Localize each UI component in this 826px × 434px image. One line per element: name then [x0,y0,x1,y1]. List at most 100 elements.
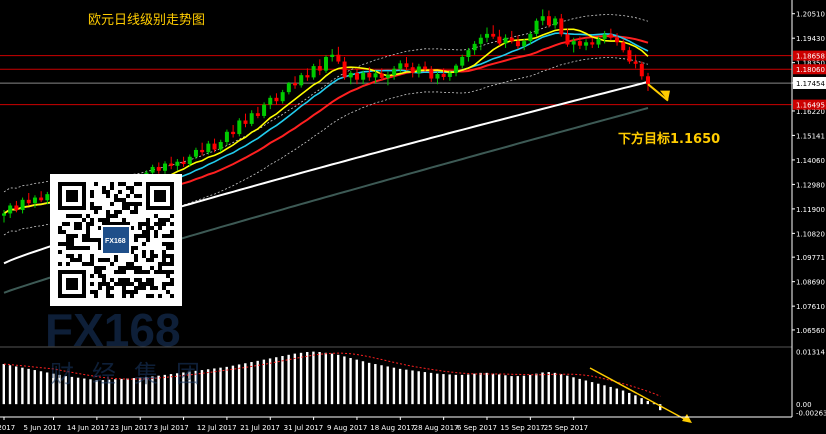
candle-body [293,83,298,86]
qr-module [126,266,130,270]
qr-module [94,294,98,298]
qr-module [154,230,158,234]
candle-body [336,54,341,62]
qr-module [86,246,90,250]
qr-module [126,194,130,198]
qr-module [94,238,98,242]
x-tick-label: 28 Aug 2017 [414,424,459,432]
qr-module [158,222,162,226]
qr-module [90,222,94,226]
qr-module [90,274,94,278]
qr-module [98,206,102,210]
qr-module [146,234,150,238]
qr-module [134,270,138,274]
qr-module [114,258,118,262]
qr-module [78,222,82,226]
qr-module [90,282,94,286]
candle-body [590,42,595,45]
qr-module [170,258,174,262]
qr-module [158,266,162,270]
qr-module [90,194,94,198]
qr-module [118,278,122,282]
qr-module [94,210,98,214]
qr-module [70,254,74,258]
candle-body [2,213,6,216]
qr-module [122,202,126,206]
candle-body [503,37,508,44]
qr-module [98,242,102,246]
candle-body [485,33,489,38]
qr-module [134,194,138,198]
qr-module [70,234,74,238]
qr-code: FX168 [50,174,182,306]
candle-body [553,18,558,26]
qr-module [146,294,150,298]
qr-module [70,246,74,250]
qr-module [74,214,78,218]
candle-body [348,72,353,78]
qr-module [110,214,114,218]
osc-y-tick-label: 0.00 [796,401,812,409]
qr-module [154,270,158,274]
candle-body [342,61,347,78]
candle-body [460,57,465,66]
qr-module [118,266,122,270]
qr-module [170,262,174,266]
qr-module [170,270,174,274]
qr-module [86,234,90,238]
price-tag [793,76,826,89]
qr-module [166,274,170,278]
qr-module [126,222,130,226]
qr-module [98,238,102,242]
qr-module [134,210,138,214]
qr-module [66,262,70,266]
qr-module [66,254,70,258]
qr-module [90,190,94,194]
candle-body [423,66,428,70]
qr-module [78,254,82,258]
x-tick-label: 9 Aug 2017 [327,424,367,432]
qr-module [106,294,110,298]
candle-body [324,57,328,71]
y-tick-label: 1.06560 [796,327,825,335]
qr-module [70,258,74,262]
qr-module [98,218,102,222]
qr-module [134,266,138,270]
qr-module [94,266,98,270]
qr-module [78,246,82,250]
candle-body [627,50,632,62]
qr-module [130,190,134,194]
qr-module [134,290,138,294]
qr-module [134,206,138,210]
candle-body [559,18,564,35]
qr-module [130,290,134,294]
x-tick-label: 31 Jul 2017 [284,424,324,432]
candle-body [26,199,31,204]
candle-body [633,61,638,64]
qr-module [98,274,102,278]
qr-module [126,202,130,206]
qr-module [138,194,142,198]
qr-module [98,282,102,286]
candle-body [169,163,174,166]
qr-module [158,270,162,274]
qr-module [74,258,78,262]
qr-module [146,230,150,234]
candle-body [478,37,483,44]
candle-body [255,113,260,116]
y-tick-label: 1.08690 [796,279,825,287]
candle-body [466,50,471,58]
qr-logo [103,227,129,253]
qr-module [154,214,158,218]
qr-module [90,262,94,266]
qr-module [162,250,166,254]
candle-body [32,197,37,204]
candle-body [571,41,576,45]
qr-module [154,234,158,238]
qr-module [106,194,110,198]
candle-body [429,69,434,79]
qr-module [66,214,70,218]
qr-module [118,222,122,226]
